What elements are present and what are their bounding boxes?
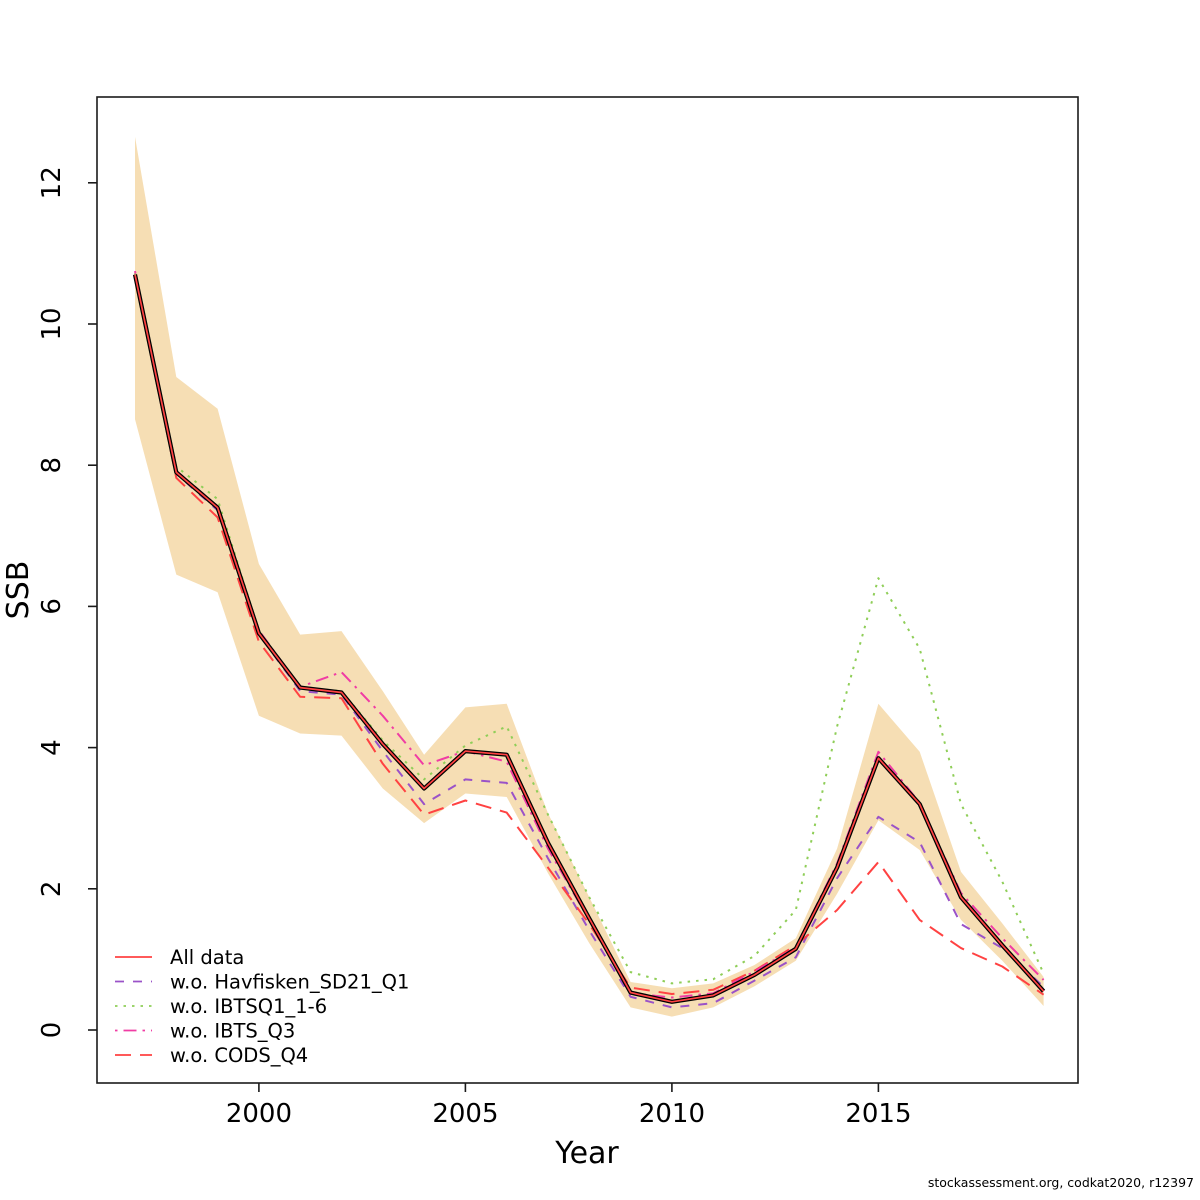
series-line-all-data: [134, 274, 1045, 1003]
y-tick-label: 12: [37, 166, 67, 199]
y-axis-title: SSB: [1, 561, 36, 620]
y-tick-label: 6: [37, 598, 67, 615]
y-tick-label: 4: [37, 739, 67, 756]
confidence-band: [135, 136, 1044, 1017]
y-tick-label: 0: [37, 1022, 67, 1039]
legend-item-w-o-ibtsq1-1-6: w.o. IBTSQ1_1-6: [115, 995, 327, 1018]
x-axis-title: Year: [554, 1136, 619, 1171]
legend-label: w.o. IBTSQ1_1-6: [170, 995, 327, 1018]
confidence-band-layer: [135, 136, 1044, 1017]
legend-item-all-data: All data: [115, 946, 244, 969]
x-tick-label: 2005: [432, 1099, 498, 1129]
y-tick-label: 2: [37, 881, 67, 898]
series-line-w-o-cods-q4: [134, 277, 1045, 996]
footer-credit: stockassessment.org, codkat2020, r12397: [928, 1175, 1194, 1190]
legend-label: w.o. Havfisken_SD21_Q1: [170, 971, 409, 994]
legend-item-w-o-cods-q4: w.o. CODS_Q4: [115, 1044, 308, 1067]
x-tick-label: 2000: [226, 1099, 292, 1129]
x-tick-label: 2015: [845, 1099, 911, 1129]
series-layer: [132, 270, 1046, 1009]
axes-layer: 2000 2005 2010 2015 0 2 4 6 8 10 12: [37, 96, 1079, 1129]
legend-label: w.o. CODS_Q4: [170, 1044, 308, 1067]
y-tick-label: 8: [37, 457, 67, 474]
legend-item-w-o-havfisken-sd21-q1: w.o. Havfisken_SD21_Q1: [115, 971, 409, 994]
legend-label: All data: [170, 946, 244, 969]
legend-label: w.o. IBTS_Q3: [170, 1020, 295, 1043]
y-tick-label: 10: [37, 307, 67, 340]
legend-item-w-o-ibts-q3: w.o. IBTS_Q3: [115, 1020, 295, 1043]
plot-box: [96, 96, 1079, 1084]
x-tick-label: 2010: [639, 1099, 705, 1129]
